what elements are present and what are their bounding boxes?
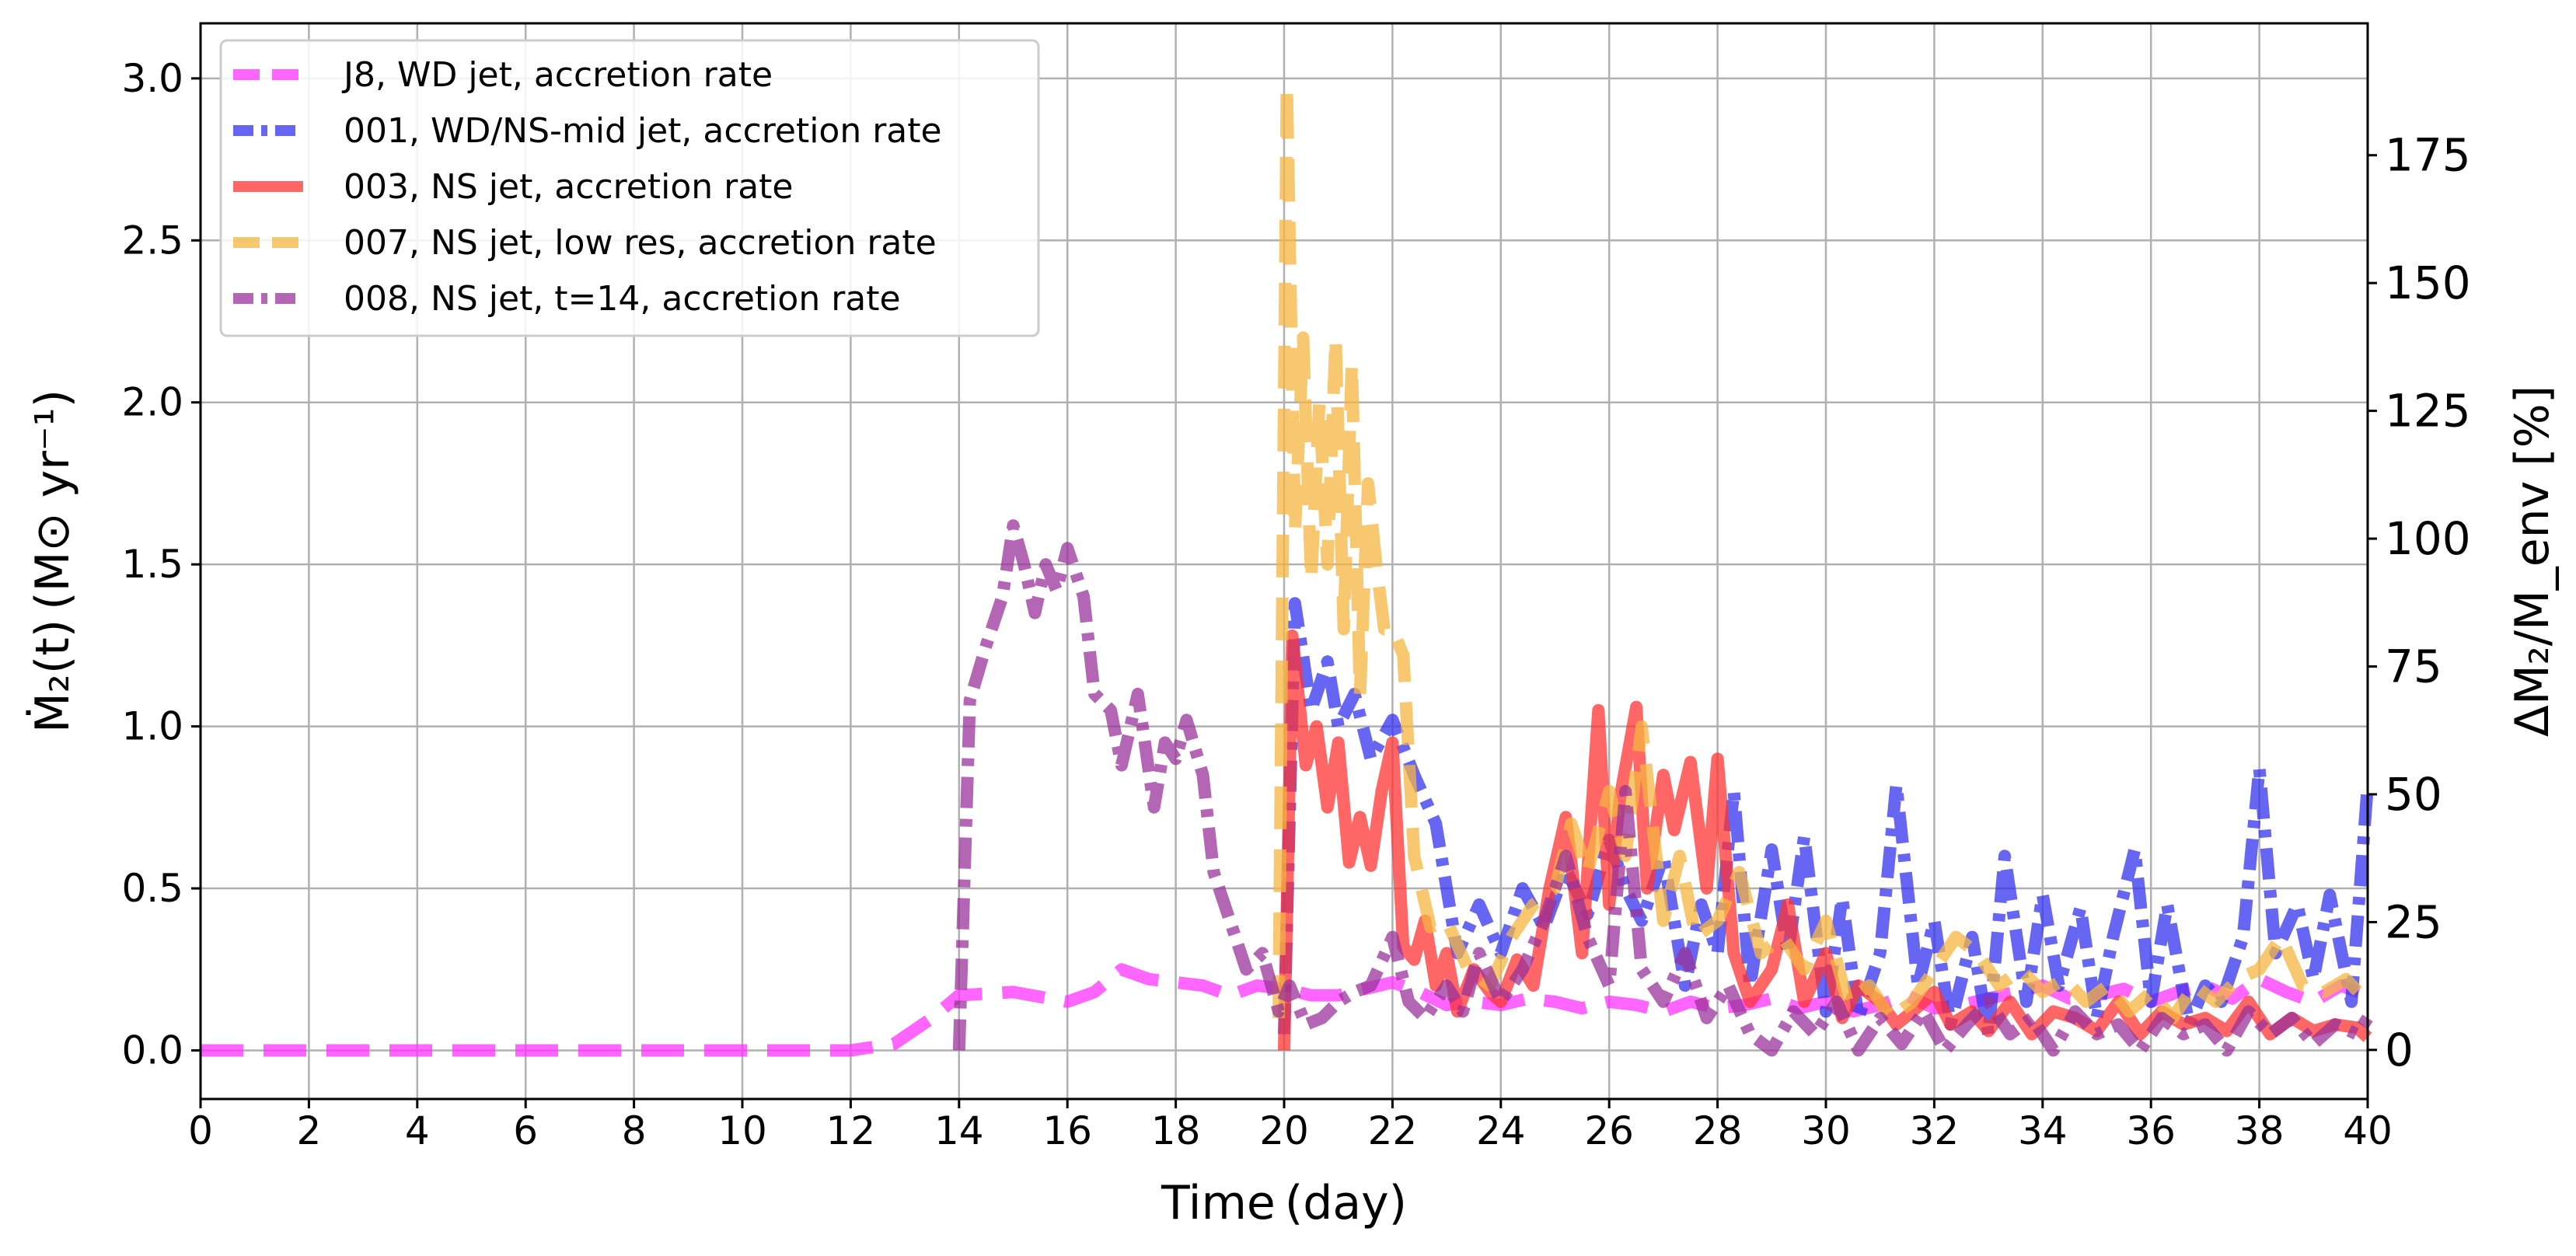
x-tick-label: 14 bbox=[934, 1108, 984, 1153]
x-tick-label: 38 bbox=[2235, 1108, 2285, 1153]
x-tick-label: 26 bbox=[1584, 1108, 1634, 1153]
y-tick-label-right: 175 bbox=[2385, 129, 2471, 182]
x-tick-label: 12 bbox=[826, 1108, 876, 1153]
legend-label-1: 001, WD/NS-mid jet, accretion rate bbox=[344, 111, 942, 151]
x-tick-label: 16 bbox=[1042, 1108, 1092, 1153]
x-tick-label: 30 bbox=[1801, 1108, 1851, 1153]
series-lines bbox=[201, 78, 2374, 1057]
y-tick-label-left: 0.5 bbox=[121, 866, 183, 911]
legend-box bbox=[219, 39, 1040, 337]
y-tick-label-left: 1.0 bbox=[121, 704, 183, 749]
y-tick-label-left: 2.5 bbox=[121, 218, 183, 263]
x-tick-label: 36 bbox=[2126, 1108, 2176, 1153]
y-tick-label-right: 75 bbox=[2385, 640, 2442, 693]
y-tick-label-left: 2.0 bbox=[121, 380, 183, 425]
y-tick-label-right: 25 bbox=[2385, 895, 2442, 948]
x-tick-label: 10 bbox=[717, 1108, 767, 1153]
legend-label-0: J8, WD jet, accretion rate bbox=[341, 55, 773, 95]
y-tick-label-right: 0 bbox=[2385, 1024, 2414, 1076]
y-axis-label-right: ΔM₂/M_env [%] bbox=[2505, 386, 2560, 737]
series-line-3 bbox=[1272, 78, 2372, 1024]
x-tick-label: 2 bbox=[296, 1108, 321, 1153]
y-tick-label-right: 150 bbox=[2385, 256, 2471, 309]
legend-label-2: 003, NS jet, accretion rate bbox=[344, 167, 794, 207]
y-axis-label-left: Ṁ₂(t) (M⊙ yr⁻¹) bbox=[25, 389, 80, 733]
x-tick-label: 24 bbox=[1476, 1108, 1526, 1153]
x-tick-label: 20 bbox=[1259, 1108, 1309, 1153]
x-tick-label: 22 bbox=[1368, 1108, 1418, 1153]
x-tick-label: 34 bbox=[2018, 1108, 2068, 1153]
legend-label-4: 008, NS jet, t=14, accretion rate bbox=[344, 279, 901, 319]
x-tick-label: 6 bbox=[513, 1108, 538, 1153]
y-tick-label-left: 0.0 bbox=[121, 1027, 183, 1073]
series-line-2 bbox=[1278, 629, 2372, 1051]
y-tick-label-right: 125 bbox=[2385, 385, 2471, 438]
y-tick-label-left: 1.5 bbox=[121, 542, 183, 587]
series-line-0 bbox=[201, 963, 2370, 1057]
x-tick-label: 40 bbox=[2343, 1108, 2393, 1153]
x-tick-label: 4 bbox=[405, 1108, 430, 1153]
y-tick-label-left: 3.0 bbox=[121, 56, 183, 101]
y-tick-label-right: 50 bbox=[2385, 768, 2442, 821]
legend: J8, WD jet, accretion rate 001, WD/NS-mid… bbox=[219, 39, 1040, 337]
x-tick-label: 28 bbox=[1693, 1108, 1743, 1153]
axis-ticks: 0 2 4 6 8 10 12 14 16 18 20 22 24 26 28 30 32 34 36 38 400.0… bbox=[121, 56, 2470, 1153]
x-tick-label: 8 bbox=[622, 1108, 647, 1153]
y-tick-label-right: 100 bbox=[2385, 512, 2471, 565]
legend-entries: J8, WD jet, accretion rate 001, WD/NS-mid… bbox=[233, 55, 942, 319]
x-tick-label: 18 bbox=[1151, 1108, 1201, 1153]
legend-label-3: 007, NS jet, low res, accretion rate bbox=[344, 223, 937, 263]
series-line-4 bbox=[952, 519, 2373, 1057]
x-axis-label: Time (day) bbox=[1161, 1176, 1407, 1230]
x-tick-label: 32 bbox=[1910, 1108, 1960, 1153]
x-tick-label: 0 bbox=[188, 1108, 213, 1153]
